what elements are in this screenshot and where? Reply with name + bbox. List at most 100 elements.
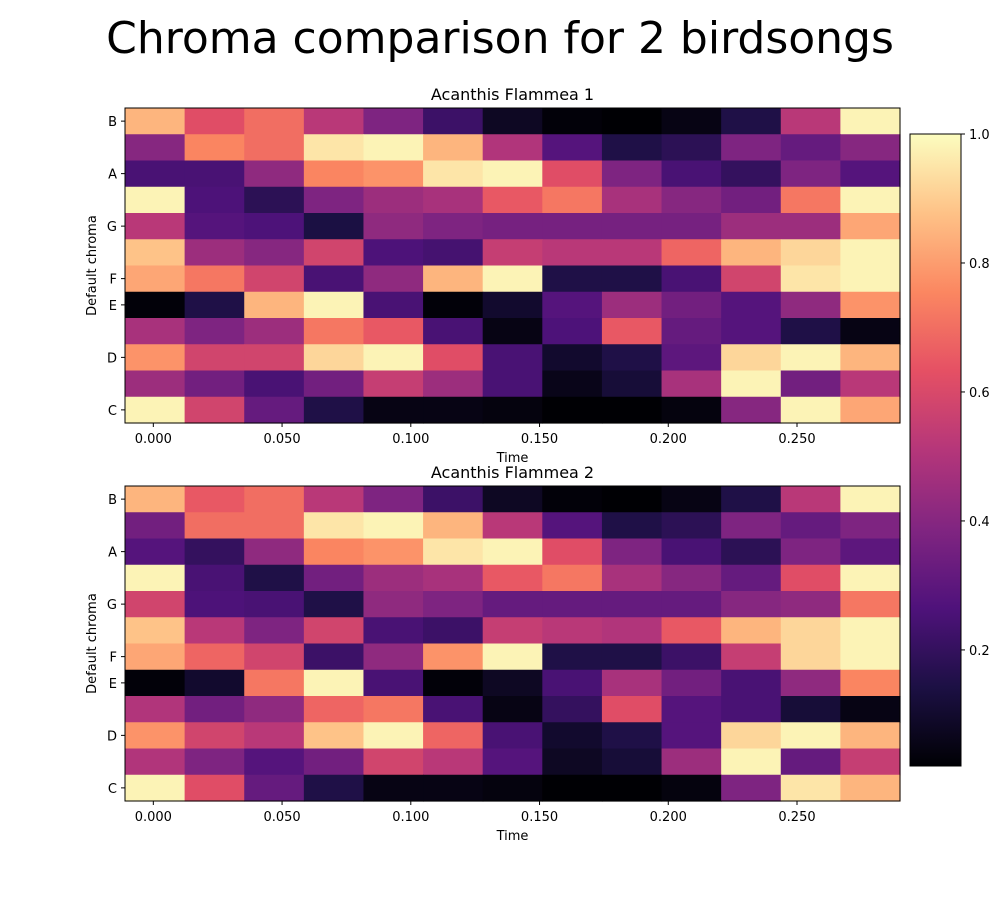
heatmap-cell [482,774,543,802]
heatmap-cell [840,564,901,592]
x-axis-label: Time [496,829,529,844]
y-tick-label: A [108,168,117,183]
heatmap-cell [482,617,543,645]
heatmap-cell [423,591,484,618]
heatmap-cell [423,291,484,319]
heatmap-cell [542,722,603,750]
heatmap-cell [780,344,841,372]
heatmap-cell [482,318,543,345]
heatmap-cell [244,265,305,293]
heatmap-cell [661,213,722,240]
heatmap-cell [721,538,782,566]
heatmap-cell [542,748,603,776]
heatmap-cell [303,239,365,267]
heatmap-cell [482,291,543,319]
heatmap-cell [721,748,782,776]
heatmap-cell [363,186,424,214]
heatmap-cell [542,486,603,513]
heatmap-cell [363,344,424,372]
y-axis-label: Default chroma [85,215,100,316]
heatmap-cell [780,265,841,293]
heatmap-cell [542,291,603,319]
heatmap-cell [542,538,603,566]
heatmap-cell [184,186,245,214]
heatmap-cell [601,396,663,424]
heatmap-cell [303,669,365,697]
heatmap-cell [601,318,663,345]
heatmap-cell [840,370,901,398]
x-tick-label: 0.100 [392,432,429,447]
heatmap-cell [363,774,424,802]
heatmap-cell [363,265,424,293]
heatmap-cell [244,396,305,424]
heatmap-cell [482,160,543,188]
heatmap-cell [303,538,365,566]
x-tick-label: 0.250 [778,810,815,825]
heatmap-cell [423,486,484,513]
heatmap-cell [721,239,782,267]
heatmap-cell [125,591,186,618]
colorbar-tick-label: 1.0 [969,128,990,143]
heatmap-cell [244,512,305,540]
heatmap-cell [482,486,543,513]
heatmap-cell [244,344,305,372]
heatmap-cell [601,108,663,135]
heatmap-cell [601,186,663,214]
heatmap-cell [721,643,782,671]
heatmap-cell [482,344,543,372]
heatmap-cell [244,696,305,723]
heatmap-cell [780,396,841,424]
heatmap-cell [184,564,245,592]
heatmap-cell [184,538,245,566]
heatmap-cell [244,669,305,697]
heatmap-cell [542,239,603,267]
heatmap-cell [244,108,305,135]
heatmap-cell [184,160,245,188]
heatmap-cell [303,643,365,671]
heatmap-cell [244,134,305,162]
heatmap-cell [244,643,305,671]
heatmap-panel-1: Acanthis Flammea 1 0.000 0.050 0.100 0.150 0.… [85,85,901,466]
heatmap-cell [840,318,901,345]
heatmap-cell [482,669,543,697]
heatmap-cell [482,265,543,293]
heatmap-cell [482,134,543,162]
heatmap-cell [363,396,424,424]
heatmap-cell [303,748,365,776]
heatmap-cell [840,134,901,162]
heatmap-cell [184,696,245,723]
heatmap-cell [780,291,841,319]
heatmap-cell [303,370,365,398]
heatmap-cell [125,696,186,723]
heatmap-cell [661,186,722,214]
heatmap-cell [244,486,305,513]
y-tick-label: D [107,729,117,744]
axes-frame [124,107,901,424]
colorbar-tick-label: 0.8 [969,257,990,272]
heatmap-cell [780,774,841,802]
y-tick-label: C [108,782,117,797]
heatmap-cell [482,186,543,214]
heatmap-cell [303,186,365,214]
heatmap-cell [840,396,901,424]
heatmap-cell [661,344,722,372]
heatmap-cell [363,512,424,540]
heatmap-cell [780,134,841,162]
heatmap-cell [780,213,841,240]
heatmap-cell [125,617,186,645]
heatmap-cell [423,643,484,671]
heatmap-cell [125,134,186,162]
x-tick-label: 0.050 [263,432,300,447]
heatmap-cell [542,160,603,188]
heatmap-cell [184,396,245,424]
x-tick-label: 0.150 [521,432,558,447]
heatmap-cell [840,538,901,566]
heatmap-cell [721,291,782,319]
heatmap-cell [363,213,424,240]
heatmap-cell [303,160,365,188]
heatmap-cell [542,774,603,802]
heatmap-cell [482,696,543,723]
heatmap-cell [661,318,722,345]
heatmap-cell [840,344,901,372]
heatmap-cell [840,291,901,319]
